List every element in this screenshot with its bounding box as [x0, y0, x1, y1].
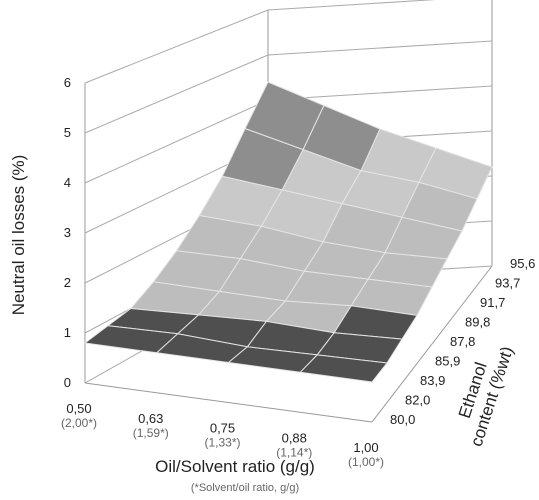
y-tick-label: 87,8: [450, 334, 475, 349]
x-axis-note: (*Solvent/oil ratio, g/g): [191, 482, 299, 494]
x-tick-note: (1,14*): [276, 445, 312, 459]
grid-line: [84, 40, 493, 134]
y-tick-label: 83,9: [420, 373, 445, 388]
z-tick-label: 0: [64, 375, 71, 390]
z-tick-label: 2: [64, 275, 71, 290]
y-tick-label: 82,0: [405, 393, 430, 408]
axis-line: [84, 382, 373, 423]
grid-line: [84, 0, 437, 84]
x-tick-label: 0,50: [66, 401, 91, 416]
z-axis-title: Neutral oil losses (%): [9, 155, 28, 316]
z-tick-label: 4: [64, 175, 71, 190]
surface-cell: [299, 354, 388, 383]
x-tick-note: (1,00*): [348, 455, 384, 469]
axis-line: [371, 265, 493, 423]
x-tick-note: (2,00*): [61, 416, 97, 430]
x-tick-note: (1,33*): [204, 436, 240, 450]
y-tick-label: 89,8: [465, 315, 490, 330]
x-tick-note: (1,59*): [133, 426, 169, 440]
x-tick-label: 0,63: [138, 411, 163, 426]
x-tick-label: 0,75: [210, 421, 235, 436]
z-tick-label: 5: [64, 125, 71, 140]
y-tick-label: 93,7: [495, 276, 520, 291]
y-tick-label: 80,0: [390, 412, 415, 427]
y-tick-label: 91,7: [480, 295, 505, 310]
x-tick-label: 0,88: [282, 430, 307, 445]
x-tick-label: 1,00: [353, 440, 378, 455]
y-tick-label: 85,9: [435, 354, 460, 369]
z-tick-label: 3: [64, 225, 71, 240]
x-axis-title: Oil/Solvent ratio (g/g): [155, 457, 315, 476]
z-tick-label: 1: [64, 325, 71, 340]
y-tick-label: 95,6: [510, 256, 535, 271]
z-tick-label: 6: [64, 75, 71, 90]
